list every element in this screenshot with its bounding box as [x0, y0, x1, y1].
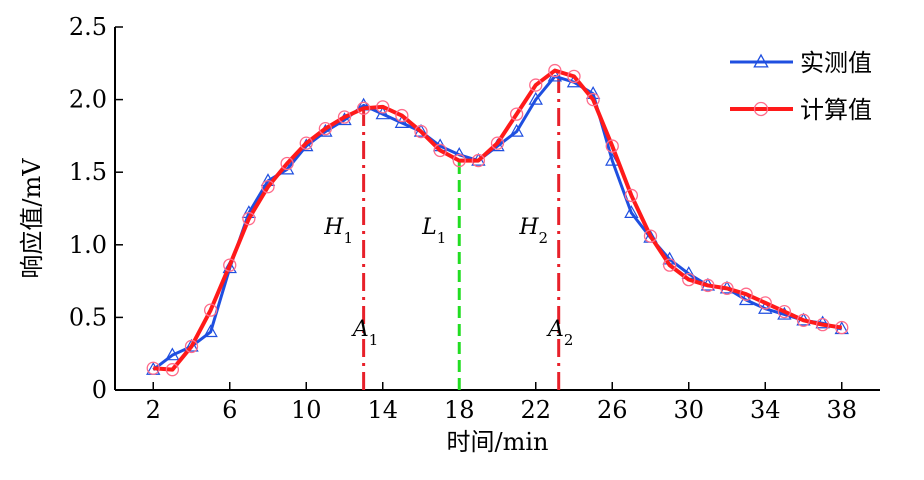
data-point	[490, 136, 505, 150]
data-point	[529, 78, 543, 92]
legend-marker-circle	[753, 101, 769, 117]
x-tick-label: 22	[520, 396, 551, 424]
data-point	[643, 229, 658, 243]
data-point	[414, 124, 428, 139]
y-tick-label: 0	[92, 376, 107, 404]
y-tick-label: 2.5	[69, 13, 107, 41]
data-point	[682, 272, 696, 287]
data-point	[261, 180, 275, 194]
y-axis-title: 响应值/mV	[18, 158, 46, 279]
data-point	[624, 188, 639, 203]
data-point	[586, 92, 600, 107]
annotations: H1 A1 L1 H2 A2	[323, 215, 573, 349]
x-tick-label: 2	[146, 396, 161, 424]
series-line	[153, 68, 843, 372]
y-tick-label: 2.0	[69, 86, 107, 114]
data-point	[509, 107, 524, 121]
data-point	[203, 324, 218, 338]
data-point	[528, 91, 543, 105]
data-point	[548, 63, 562, 78]
peak-label-top-3: H2	[518, 215, 548, 247]
data-point	[222, 260, 237, 274]
x-tick-label: 18	[444, 396, 475, 424]
data-point	[165, 363, 180, 377]
x-tick-label: 26	[597, 396, 628, 424]
data-point	[356, 101, 371, 115]
data-point	[184, 338, 199, 352]
data-point	[835, 320, 849, 335]
x-tick-label: 38	[826, 396, 857, 424]
data-point	[567, 69, 581, 84]
data-point	[662, 258, 677, 272]
x-tick-label: 10	[291, 396, 322, 424]
data-point	[471, 153, 486, 168]
data-point	[433, 143, 447, 158]
data-point	[796, 313, 811, 327]
data-point	[395, 108, 409, 123]
data-point	[165, 347, 180, 361]
data-point	[280, 156, 294, 171]
x-tick-label: 34	[750, 396, 781, 424]
peak-label-top-1: H1	[323, 215, 353, 247]
data-point	[203, 303, 218, 317]
data-point	[758, 296, 772, 310]
data-point	[299, 136, 313, 150]
legend-label: 实测值	[800, 49, 872, 77]
data-point	[318, 121, 333, 136]
data-point	[184, 339, 199, 354]
x-tick-label: 6	[222, 396, 237, 424]
data-point	[337, 110, 352, 124]
peak-label-top-2: L1	[421, 215, 446, 247]
peak-label-bottom-1: A1	[351, 317, 378, 349]
data-point	[739, 287, 753, 301]
data-point	[815, 318, 830, 332]
data-point	[452, 153, 466, 168]
legend-marker-triangle	[753, 53, 769, 68]
data-point	[701, 278, 715, 293]
series-1	[146, 68, 849, 375]
x-tick-label: 30	[673, 396, 704, 424]
data-point	[720, 281, 734, 296]
x-axis-title: 时间/min	[447, 428, 549, 456]
data-point	[376, 100, 390, 114]
data-point	[394, 115, 410, 128]
legend-label: 计算值	[800, 96, 872, 124]
data-point	[509, 123, 524, 137]
series-layer	[146, 63, 849, 377]
data-point	[777, 304, 792, 319]
x-tick-label: 14	[367, 396, 398, 424]
data-point	[624, 205, 639, 219]
reference-lines	[362, 73, 561, 390]
series-line	[152, 74, 843, 371]
peak-label-bottom-3: A2	[546, 317, 573, 349]
data-point	[605, 139, 619, 153]
data-point	[223, 258, 237, 272]
data-point	[146, 361, 160, 375]
data-point	[375, 106, 390, 120]
y-tick-label: 1.5	[69, 158, 107, 186]
data-point	[242, 212, 256, 226]
y-tick-label: 0.5	[69, 303, 107, 331]
data-point	[605, 152, 620, 166]
y-tick-label: 1.0	[69, 231, 107, 259]
series-2	[146, 63, 849, 377]
